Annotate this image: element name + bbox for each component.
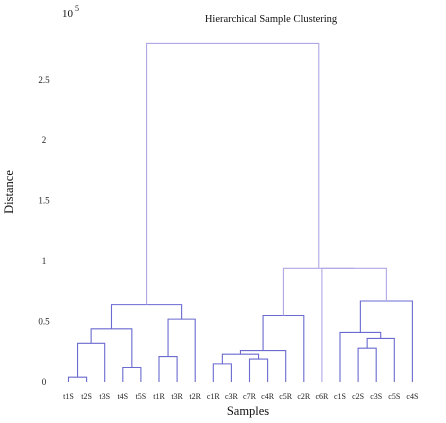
leaf-label: t3R <box>171 392 183 401</box>
dendrogram-link <box>167 318 196 382</box>
leaf-label: t1R <box>153 392 165 401</box>
dendrogram-link <box>146 42 320 305</box>
leaf-label: t2S <box>81 392 92 401</box>
leaf-label: t5S <box>136 392 147 401</box>
leaf-label: c5R <box>279 392 293 401</box>
y-tick-label: 1.5 <box>38 196 50 206</box>
y-axis-ticks: 0 0.5 1 1.5 2 2.5 <box>38 75 50 387</box>
y-multiplier-base: 10 <box>62 8 74 20</box>
dendrogram-link <box>110 304 183 329</box>
x-axis-title: Samples <box>227 404 269 418</box>
dendrogram-link <box>212 363 232 382</box>
leaf-label: c7R <box>243 392 257 401</box>
dendrogram-link <box>339 331 382 382</box>
chart-title: Hierarchical Sample Clustering <box>205 14 338 25</box>
leaf-label: c3S <box>370 392 382 401</box>
leaf-label: c4S <box>406 392 418 401</box>
y-tick-label: 2 <box>42 135 47 145</box>
dendrogram-link <box>262 314 305 382</box>
leaf-label: c1R <box>207 392 221 401</box>
dendrogram-link <box>122 366 142 382</box>
leaf-label: t3S <box>99 392 110 401</box>
leaf-label: t2R <box>189 392 201 401</box>
y-multiplier: 10 5 <box>62 4 79 20</box>
dendrogram-link <box>77 342 106 382</box>
leaf-labels: t1S t2S t3S t4S t5S t1R t3R t2R c1R c3R c7R c4R c5R c… <box>63 392 418 401</box>
y-tick-label: 2.5 <box>38 75 50 85</box>
dendrogram-link <box>90 328 133 368</box>
dendrogram-link <box>239 350 287 382</box>
y-tick-label: 1 <box>42 256 47 266</box>
y-tick-label: 0.5 <box>38 317 50 327</box>
dendrogram-link <box>248 358 269 382</box>
y-multiplier-exponent: 5 <box>75 4 79 13</box>
dendrogram-link <box>67 376 88 382</box>
dendrogram-link <box>359 300 413 382</box>
y-axis-title: Distance <box>2 170 16 214</box>
leaf-label: c5S <box>388 392 400 401</box>
leaf-label: c4R <box>261 392 275 401</box>
leaf-label: c3R <box>225 392 239 401</box>
leaf-label: c2R <box>297 392 311 401</box>
dendrogram-links <box>67 42 413 382</box>
leaf-label: t4S <box>117 392 128 401</box>
dendrogram-link <box>357 347 377 382</box>
dendrogram-link <box>282 267 355 316</box>
leaf-label: c6R <box>315 392 329 401</box>
leaf-label: c2S <box>352 392 364 401</box>
y-tick-label: 0 <box>42 377 47 387</box>
dendrogram-link <box>158 356 178 382</box>
leaf-label: c1S <box>334 392 346 401</box>
leaf-label: t1S <box>63 392 74 401</box>
dendrogram-link <box>366 337 395 382</box>
